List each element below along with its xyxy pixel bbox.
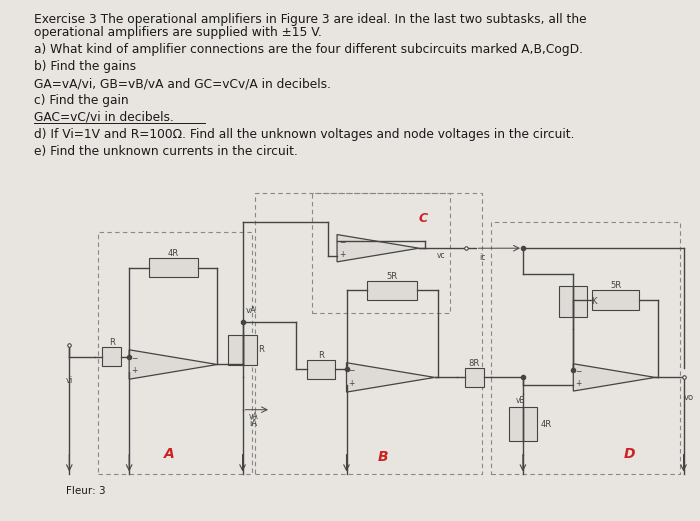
Text: d) If Vi=1V and R=100Ω. Find all the unknown voltages and node voltages in the c: d) If Vi=1V and R=100Ω. Find all the unk… <box>34 128 574 141</box>
Text: vi: vi <box>66 376 74 385</box>
Text: e) Find the unknown currents in the circuit.: e) Find the unknown currents in the circ… <box>34 145 298 158</box>
Bar <box>465 368 484 387</box>
Text: +: + <box>575 379 582 388</box>
Text: vc: vc <box>438 251 446 260</box>
Text: 5R: 5R <box>610 281 622 290</box>
Text: vo: vo <box>684 393 694 402</box>
Bar <box>491 222 680 474</box>
Text: A: A <box>164 447 174 461</box>
Polygon shape <box>337 234 419 262</box>
Text: Exercise 3 The operational amplifiers in Figure 3 are ideal. In the last two sub: Exercise 3 The operational amplifiers in… <box>34 13 586 26</box>
Bar <box>228 335 257 365</box>
Bar <box>255 193 482 474</box>
Text: K: K <box>591 297 596 306</box>
Text: vA: vA <box>249 413 258 421</box>
Text: Fleur: 3: Fleur: 3 <box>66 486 106 495</box>
Text: −: − <box>131 354 137 363</box>
Text: 8R: 8R <box>468 359 480 368</box>
Polygon shape <box>346 363 435 392</box>
Text: a) What kind of amplifier connections are the four different subcircuits marked : a) What kind of amplifier connections ar… <box>34 43 582 56</box>
Text: D: D <box>624 447 635 461</box>
Text: c) Find the gain: c) Find the gain <box>34 94 128 107</box>
Text: +: + <box>131 366 137 375</box>
Bar <box>367 280 417 300</box>
Bar <box>509 407 537 441</box>
Bar <box>98 232 252 474</box>
Text: +: + <box>339 250 345 258</box>
Text: B: B <box>378 450 388 464</box>
Text: 4R: 4R <box>540 420 552 429</box>
Text: iA: iA <box>249 419 257 428</box>
Bar <box>312 193 451 313</box>
Bar <box>559 287 587 317</box>
Text: −: − <box>349 367 355 376</box>
Polygon shape <box>129 350 217 379</box>
Text: ic: ic <box>479 253 485 262</box>
Text: +: + <box>349 379 355 388</box>
Text: 4R: 4R <box>168 249 178 258</box>
Bar <box>307 360 335 379</box>
Polygon shape <box>573 364 655 391</box>
Bar <box>149 258 197 277</box>
Text: −: − <box>339 238 345 247</box>
Bar <box>592 290 639 309</box>
Text: operational amplifiers are supplied with ±15 V.: operational amplifiers are supplied with… <box>34 26 321 39</box>
Text: R: R <box>318 351 324 360</box>
Text: vA: vA <box>246 306 256 315</box>
Text: 5R: 5R <box>386 271 398 280</box>
Bar <box>102 347 121 366</box>
Text: R: R <box>258 345 264 354</box>
Text: −: − <box>575 367 582 376</box>
Text: b) Find the gains: b) Find the gains <box>34 60 136 73</box>
Text: R: R <box>109 338 115 347</box>
Text: GA=vA/vi, GB=vB/vA and GC=vCv/A in decibels.: GA=vA/vi, GB=vB/vA and GC=vCv/A in decib… <box>34 77 330 90</box>
Text: C: C <box>419 213 428 226</box>
Text: GAC=vC/vi in decibels.: GAC=vC/vi in decibels. <box>34 111 174 124</box>
Text: vB: vB <box>515 396 525 405</box>
